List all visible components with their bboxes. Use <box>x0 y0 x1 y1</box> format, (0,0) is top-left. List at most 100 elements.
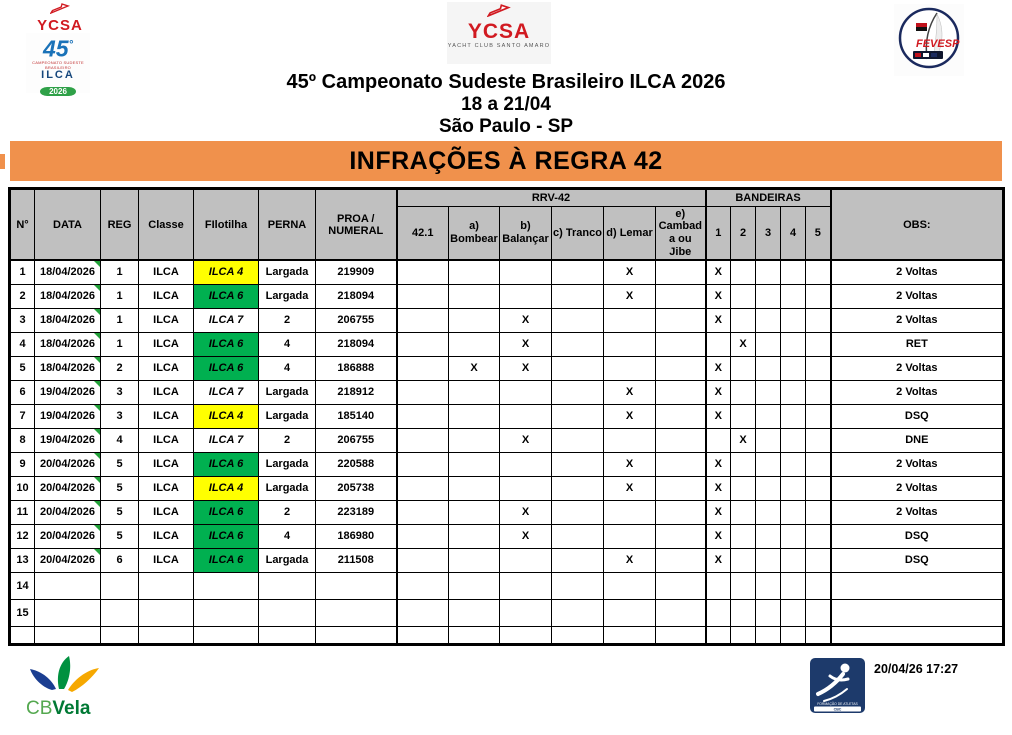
row-number-cell: 2 <box>9 283 35 309</box>
date-cell: 20/04/2026 <box>34 547 101 573</box>
flag-mark-cell <box>780 331 807 357</box>
sail-number-cell: 220588 <box>315 451 397 477</box>
obs-cell: DSQ <box>829 547 1005 573</box>
section-banner: INFRAÇÕES À REGRA 42 <box>10 141 1002 181</box>
rrv-mark-cell <box>395 475 449 501</box>
reg-cell: 5 <box>100 499 139 525</box>
rrv-mark-cell <box>551 427 604 453</box>
date-cell <box>34 625 101 645</box>
date-cell: 18/04/2026 <box>34 307 101 333</box>
rrv-mark-cell: X <box>499 427 552 453</box>
rrv-mark-cell <box>448 598 500 627</box>
rrv-mark-cell <box>551 598 604 627</box>
rrv-mark-cell <box>551 307 604 333</box>
cbvela-sails-icon: CBVela <box>26 656 99 719</box>
sail-number-cell: 223189 <box>315 499 397 525</box>
flag-mark-cell <box>755 355 782 381</box>
col-group-bandeiras: BANDEIRAS <box>704 188 832 207</box>
reg-cell: 4 <box>100 427 139 453</box>
rrv-mark-cell <box>603 355 656 381</box>
rrv-mark-cell <box>603 427 656 453</box>
sail-number-cell <box>315 625 397 645</box>
cell-corner-marker-icon <box>94 501 100 507</box>
flag-mark-cell <box>730 475 757 501</box>
table-row: 2 18/04/2026 1 ILCA ILCA 6 Largada 218094 X X 2 V… <box>9 283 1005 309</box>
flag-mark-cell <box>805 379 832 405</box>
obs-cell: 2 Voltas <box>829 379 1005 405</box>
rrv-mark-cell <box>499 283 552 309</box>
leg-cell: 4 <box>258 355 316 381</box>
fleet-cell: ILCA 6 <box>193 451 259 477</box>
fevesp-sailboat-icon: FEVESP <box>898 7 960 69</box>
flag-mark-cell <box>780 598 807 627</box>
class-cell: ILCA <box>138 355 194 381</box>
rrv-mark-cell <box>448 259 500 285</box>
date-cell: 18/04/2026 <box>34 283 101 309</box>
sail-number-cell: 205738 <box>315 475 397 501</box>
table-row: 10 20/04/2026 5 ILCA ILCA 4 Largada 205738 X X 2 … <box>9 475 1005 501</box>
col-header-reg: REG <box>100 188 139 261</box>
cell-corner-marker-icon <box>94 549 100 555</box>
col-header-rrv-421: 42.1 <box>395 206 449 261</box>
flag-mark-cell: X <box>704 259 732 285</box>
ycsa-small-logo-text: YCSA <box>37 17 83 34</box>
flag-mark-cell: X <box>704 547 732 573</box>
table-row: 7 19/04/2026 3 ILCA ILCA 4 Largada 185140 X X DSQ <box>9 403 1005 429</box>
col-header-obs: OBS: <box>829 188 1005 261</box>
reg-cell: 6 <box>100 547 139 573</box>
col-header-rrv-balancar: b) Balançar <box>499 206 552 261</box>
rrv-mark-cell: X <box>499 331 552 357</box>
flag-mark-cell <box>805 259 832 285</box>
col-header-perna: PERNA <box>258 188 316 261</box>
rrv-mark-cell <box>551 625 604 645</box>
rrv-mark-cell: X <box>603 283 656 309</box>
flag-mark-cell: X <box>730 331 757 357</box>
event-location: São Paulo - SP <box>438 116 574 137</box>
flag-mark-cell <box>780 355 807 381</box>
sail-number-cell: 185140 <box>315 403 397 429</box>
table-row: 5 18/04/2026 2 ILCA ILCA 6 4 186888 X X X 2 Voltas <box>9 355 1005 381</box>
date-cell: 20/04/2026 <box>34 451 101 477</box>
flag-mark-cell <box>805 331 832 357</box>
table-row: 13 20/04/2026 6 ILCA ILCA 6 Largada 211508 X X DS… <box>9 547 1005 573</box>
flag-mark-cell <box>780 403 807 429</box>
table-row: 4 18/04/2026 1 ILCA ILCA 6 4 218094 X X RET <box>9 331 1005 357</box>
rrv-mark-cell <box>395 427 449 453</box>
table-row: 14 <box>9 571 1005 600</box>
reg-cell <box>100 598 139 627</box>
flag-mark-cell <box>805 625 832 645</box>
leg-cell: 2 <box>258 307 316 333</box>
obs-cell: 2 Voltas <box>829 451 1005 477</box>
rrv-mark-cell <box>654 379 707 405</box>
svg-text:FEVESP: FEVESP <box>916 38 960 50</box>
date-cell: 20/04/2026 <box>34 499 101 525</box>
rrv-mark-cell <box>499 475 552 501</box>
leg-cell: 4 <box>258 523 316 549</box>
flag-mark-cell: X <box>704 475 732 501</box>
rrv-mark-cell: X <box>499 523 552 549</box>
col-header-rrv-tranco: c) Tranco <box>551 206 604 261</box>
col-header-proa-numeral: PROA / NUMERAL <box>315 188 397 261</box>
row-number-cell: 4 <box>9 331 35 357</box>
row-number-cell: 12 <box>9 523 35 549</box>
ycsa-burgee-flag-icon <box>49 3 71 15</box>
flag-mark-cell <box>780 499 807 525</box>
flag-mark-cell <box>780 571 807 600</box>
rrv-mark-cell: X <box>499 355 552 381</box>
flag-mark-cell <box>755 283 782 309</box>
sail-number-cell <box>315 571 397 600</box>
flag-mark-cell <box>755 625 782 645</box>
rrv-mark-cell <box>551 355 604 381</box>
rrv-mark-cell <box>654 523 707 549</box>
obs-cell <box>829 625 1005 645</box>
ycsa-club-logo-subtitle: YACHT CLUB SANTO AMARO <box>447 43 551 49</box>
class-cell: ILCA <box>138 259 194 285</box>
flag-mark-cell <box>730 259 757 285</box>
rrv-mark-cell: X <box>603 403 656 429</box>
sail-number-cell: 218094 <box>315 331 397 357</box>
class-cell: ILCA <box>138 427 194 453</box>
flag-mark-cell <box>755 331 782 357</box>
obs-cell: 2 Voltas <box>829 475 1005 501</box>
row-number-cell: 1 <box>9 259 35 285</box>
rrv-mark-cell <box>448 451 500 477</box>
